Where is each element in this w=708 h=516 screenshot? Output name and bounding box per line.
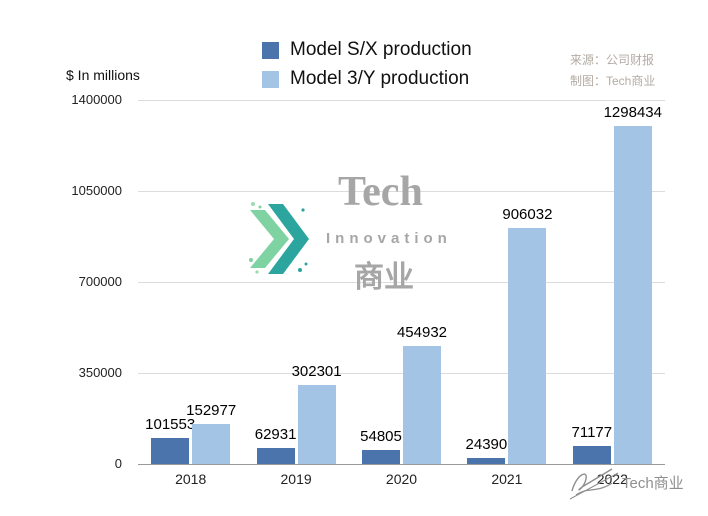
legend-label-model-sx: Model S/X production	[290, 39, 472, 60]
x-axis-tick-label: 2018	[175, 471, 207, 487]
bar-model-s-x-production	[467, 457, 506, 464]
legend-item-model-3y: Model 3/Y production	[262, 68, 472, 90]
bar-model-3-y-production	[192, 424, 231, 464]
bar-model-s-x-production	[362, 449, 400, 464]
chart-plot-area: 101553 152977 62931 302301 54805 454932 24390 9…	[138, 100, 665, 465]
credit-line: 制图：Tech商业	[570, 74, 656, 88]
bar-model-s-x-production	[151, 437, 190, 464]
bar-value-label: 71177	[571, 423, 613, 441]
bar-model-3-y-production	[297, 385, 336, 464]
gridline	[138, 191, 665, 192]
legend-swatch-model-sx	[262, 41, 279, 59]
bar-value-label: 101553	[145, 415, 196, 433]
bar-value-label: 152977	[186, 402, 237, 420]
y-axis-tick-label: 0	[114, 456, 122, 471]
bar-value-label: 54805	[360, 427, 402, 445]
bar-value-label: 906032	[502, 206, 553, 224]
x-axis-tick-label: 2020	[385, 471, 418, 487]
legend-label-model-3y: Model 3/Y production	[290, 68, 470, 89]
legend: Model S/X production Model 3/Y productio…	[262, 39, 472, 90]
legend-swatch-model-3y	[262, 70, 279, 88]
gridline	[138, 100, 665, 101]
x-axis: 2018 2019 2020 2021 2022	[138, 471, 665, 493]
x-axis-tick-label: 2022	[596, 471, 628, 487]
bar-value-label: 62931	[254, 425, 297, 443]
y-axis-unit-label: $ In millions	[66, 67, 140, 83]
source-credit: 来源：公司财报 制图：Tech商业	[570, 50, 655, 92]
y-axis-tick-label: 350000	[78, 365, 122, 380]
bar-model-s-x-production	[256, 447, 295, 464]
gridline	[138, 373, 665, 374]
x-axis-tick-label: 2019	[280, 471, 312, 487]
gridline	[138, 282, 665, 283]
bar-model-3-y-production	[508, 228, 547, 464]
x-axis-tick-label: 2021	[491, 471, 523, 487]
y-axis-tick-label: 1050000	[71, 183, 122, 198]
y-axis: 0 350000 700000 1050000 1400000	[0, 92, 128, 471]
y-axis-tick-label: 1400000	[71, 92, 122, 107]
bar-model-3-y-production	[613, 126, 652, 464]
legend-item-model-sx: Model S/X production	[262, 39, 472, 61]
bar-value-label: 454932	[396, 323, 448, 341]
bar-model-s-x-production	[572, 445, 611, 464]
y-axis-tick-label: 700000	[78, 274, 122, 289]
bar-value-label: 24390	[465, 435, 508, 453]
footer-watermark-label: Tech商业	[622, 474, 684, 492]
footer-watermark: Tech商业	[568, 463, 684, 501]
bar-value-label: 1298434	[603, 104, 662, 122]
bar-value-label: 302301	[291, 363, 342, 381]
source-line: 来源：公司财报	[570, 53, 655, 67]
bar-model-3-y-production	[403, 345, 441, 464]
signature-scribble-icon	[569, 468, 619, 500]
